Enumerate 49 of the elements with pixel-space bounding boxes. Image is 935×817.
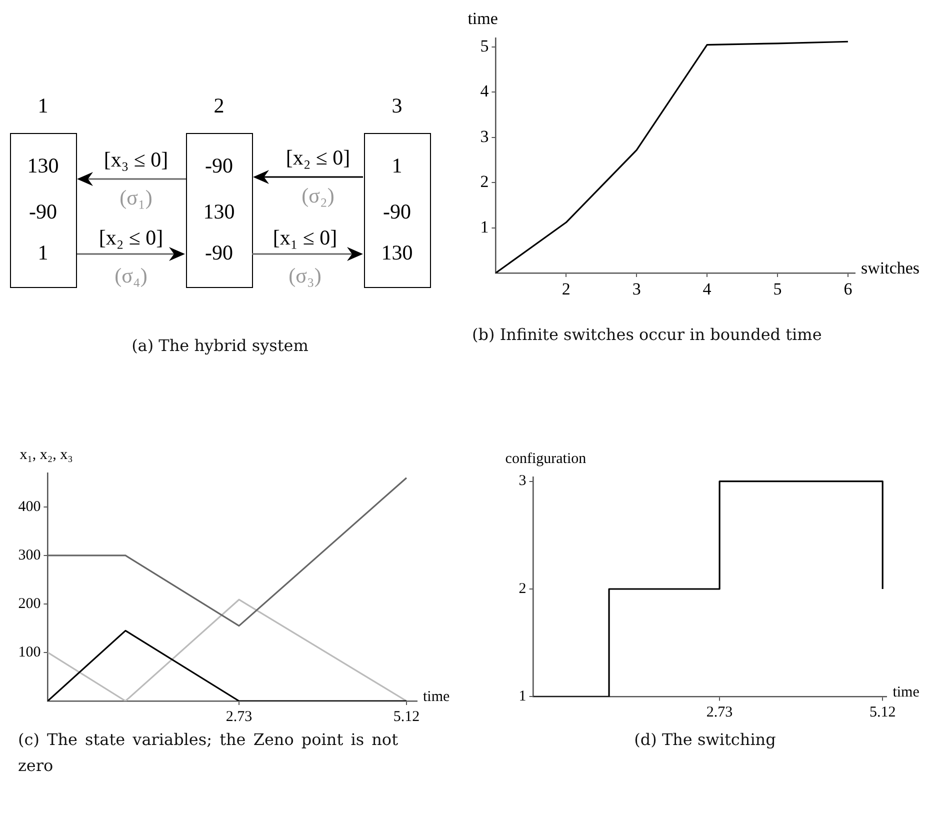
y-axis-title: x₁, x₂, x₃ [20,447,73,463]
y-tick-label: 400 [18,498,41,515]
y-tick-label: 3 [480,126,489,146]
y-axis-title: time [468,9,498,28]
text: (b) Infinite switches occur in bounded time [472,324,823,346]
text: 2 [214,94,224,118]
y-tick-label: 1 [518,688,526,705]
y-tick-label: 1 [480,217,489,236]
x-tick-label: 5 [773,280,782,299]
x-tick-label: 3 [632,280,641,299]
text: (σ₂) [302,184,334,208]
text: [x₃ ≤ 0] [104,148,168,172]
text: (σ₄) [114,264,148,288]
x-tick-label: 5.12 [393,708,420,725]
x-tick-label: 4 [702,280,712,299]
text: 1 [392,154,402,178]
y-axis-title: configuration [505,451,587,467]
x-axis-title: time [423,688,450,705]
x-tick-label: 2.73 [706,704,733,721]
text: [x₁ ≤ 0] [272,226,338,250]
text: 3 [392,94,402,118]
x-tick-label: 2 [562,280,570,299]
x-tick-label: 6 [844,280,852,299]
text: 130 [203,200,235,224]
text: (σ₃) [288,264,322,288]
y-tick-label: 2 [518,580,526,597]
text: -90 [205,240,233,266]
y-tick-label: 300 [18,547,41,564]
text: -90 [205,154,233,178]
x-axis-title: time [892,684,920,701]
y-tick-label: 5 [480,36,489,56]
text: (d) The switching [633,729,777,751]
text: [x₂ ≤ 0] [286,146,350,170]
x-tick-label: 5.12 [869,704,896,721]
x-axis-title: switches [861,258,920,278]
text: -90 [383,200,411,224]
y-tick-label: 200 [18,596,41,612]
y-tick-label: 4 [480,82,490,101]
text: (a) The hybrid system [130,335,310,357]
text: 130 [381,240,413,266]
y-tick-label: 100 [18,644,41,660]
text: (σ₁) [120,186,152,210]
x-tick-label: 2.73 [226,708,252,725]
y-tick-label: 3 [518,473,526,490]
text: [x₂ ≤ 0] [98,226,164,250]
text: 130 [27,154,59,178]
text: -90 [29,200,57,224]
text: (c) The state variables; the Zeno point is not zero [18,729,398,777]
y-tick-label: 2 [480,172,489,192]
